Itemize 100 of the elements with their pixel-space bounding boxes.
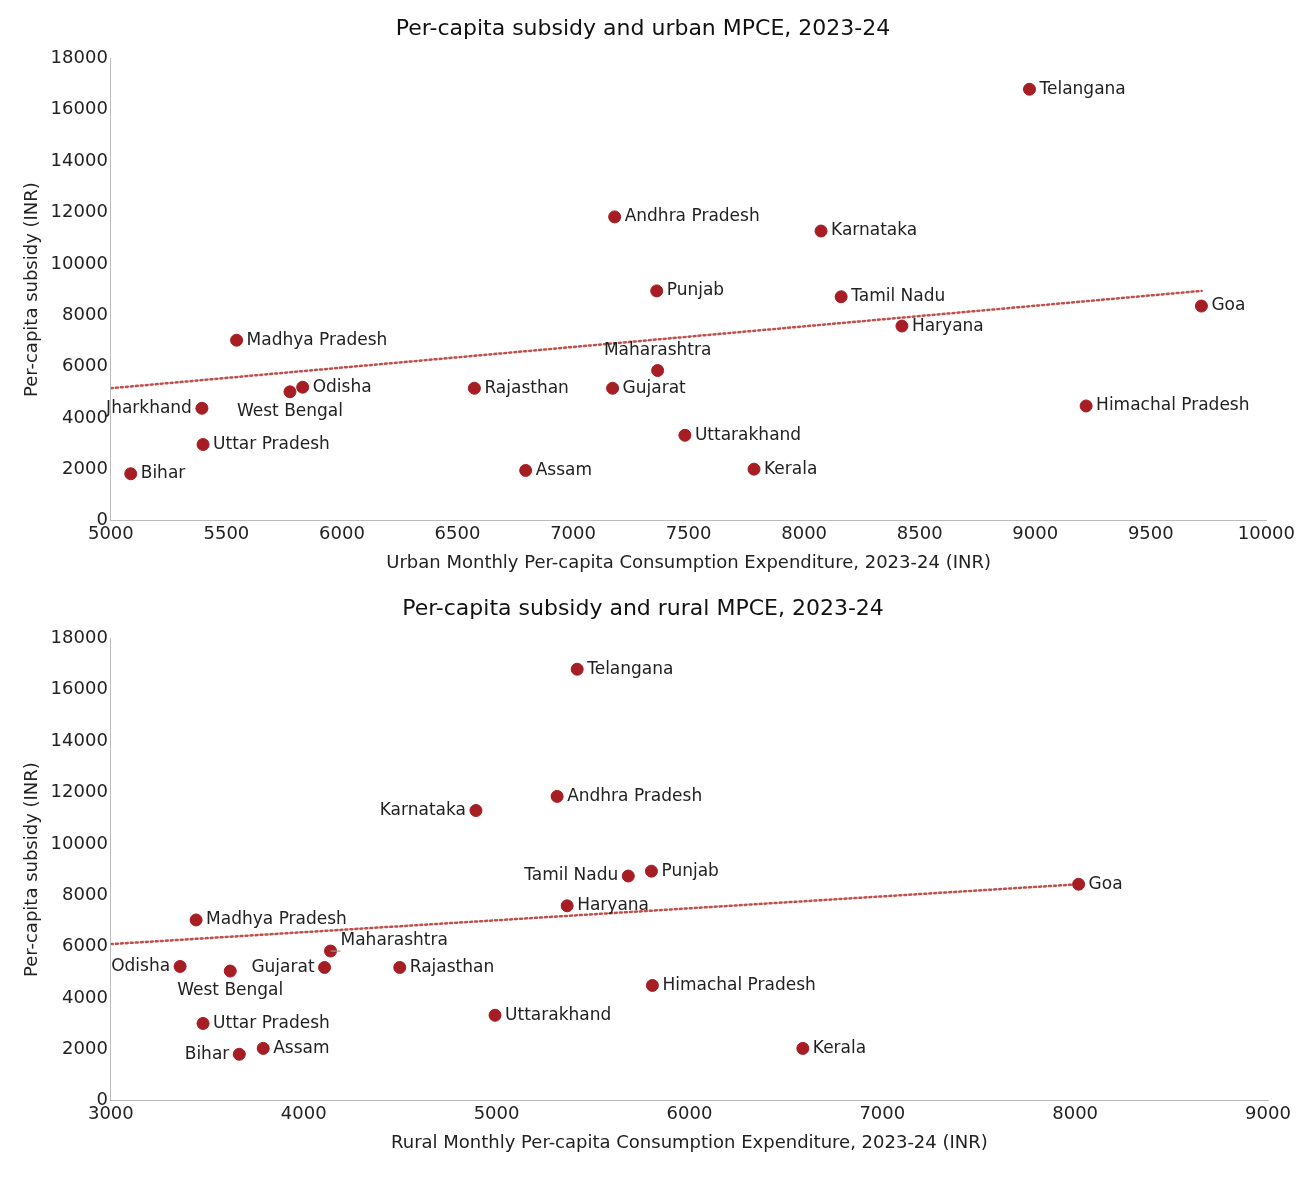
point [608, 210, 622, 224]
point [796, 1041, 810, 1055]
point [1194, 299, 1208, 313]
x-tick-label: 9500 [1127, 522, 1174, 544]
point [621, 869, 635, 883]
point [1079, 399, 1093, 413]
point [650, 284, 664, 298]
point [644, 864, 658, 878]
chart-title: Per-capita subsidy and urban MPCE, 2023-24 [395, 14, 891, 40]
x-tick-label: 9000 [1012, 522, 1059, 544]
annotation: Madhya Pradesh [246, 328, 388, 349]
y-tick-label: 18000 [50, 626, 108, 648]
x-tick-label: 5500 [203, 522, 250, 544]
y-tick-label: 14000 [50, 728, 108, 750]
point [606, 381, 620, 395]
y-axis-title: Per-capita subsidy (INR) [20, 182, 42, 398]
annotation: Bihar [140, 462, 186, 483]
annotation: Himachal Pradesh [1096, 394, 1250, 415]
y-tick-label: 10000 [50, 251, 108, 273]
point [1022, 82, 1036, 96]
annotation: Uttar Pradesh [213, 1011, 330, 1032]
annotation: Maharashtra [603, 338, 712, 359]
annotation: Kerala [764, 457, 818, 478]
point [678, 428, 692, 442]
point [232, 1047, 246, 1061]
point [283, 385, 297, 399]
annotation: Karnataka [379, 798, 466, 819]
x-tick-label: 6000 [666, 1102, 713, 1124]
annotation: Himachal Pradesh [662, 973, 816, 994]
point [230, 333, 244, 347]
annotation: Kerala [812, 1036, 867, 1057]
annotation: Punjab [661, 859, 719, 880]
x-tick-label: 9000 [1245, 1102, 1291, 1124]
y-tick-label: 4000 [62, 405, 108, 427]
y-tick-label: 6000 [62, 934, 108, 956]
point [651, 364, 665, 378]
point [196, 1016, 210, 1030]
annotation: Bihar [184, 1042, 230, 1063]
point [519, 463, 533, 477]
point [570, 662, 584, 676]
x-tick-label: 10000 [1237, 522, 1295, 544]
annotation: Tamil Nadu [523, 864, 619, 885]
point [645, 978, 659, 992]
y-tick-label: 16000 [50, 677, 108, 699]
annotation: Uttar Pradesh [213, 432, 330, 453]
annotation: Goa [1088, 872, 1123, 893]
point [814, 224, 828, 238]
y-tick-label: 2000 [62, 457, 108, 479]
point [195, 401, 209, 415]
annotation: Rajasthan [484, 376, 569, 397]
point [467, 381, 481, 395]
annotation: Punjab [666, 279, 725, 300]
point [550, 789, 564, 803]
point [256, 1041, 270, 1055]
point [189, 913, 203, 927]
annotation: Gujarat [251, 955, 315, 976]
x-axis-title: Urban Monthly Per-capita Consumption Expenditure, 2023-24 (INR) [386, 550, 991, 572]
annotation: Andhra Pradesh [624, 205, 760, 226]
annotation: Assam [273, 1036, 330, 1057]
x-tick-label: 8000 [1052, 1102, 1099, 1124]
point [393, 960, 407, 974]
annotation: Uttarakhand [505, 1003, 612, 1024]
y-tick-label: 14000 [50, 148, 108, 170]
y-tick-label: 16000 [50, 97, 108, 119]
annotation: Telangana [586, 657, 674, 678]
x-axis-title: Rural Monthly Per-capita Consumption Expenditure, 2023-24 (INR) [391, 1130, 988, 1152]
y-axis-title: Per-capita subsidy (INR) [20, 762, 42, 978]
x-tick-label: 6000 [319, 522, 365, 544]
point [173, 959, 187, 973]
annotation: Jharkhand [105, 396, 192, 417]
y-tick-label: 12000 [50, 780, 108, 802]
annotation: Karnataka [831, 219, 918, 240]
x-tick-label: 5000 [473, 1102, 520, 1124]
point [560, 899, 574, 913]
annotation: Assam [535, 458, 593, 479]
point [124, 467, 138, 481]
x-tick-label: 8000 [781, 522, 828, 544]
annotation: Rajasthan [409, 955, 495, 976]
point [834, 290, 848, 304]
annotation: Uttarakhand [694, 423, 802, 444]
point [469, 804, 483, 818]
annotation: Gujarat [622, 376, 687, 397]
x-tick-label: 6500 [434, 522, 481, 544]
annotation: West Bengal [236, 400, 343, 421]
annotation: Maharashtra [340, 929, 448, 950]
annotation: West Bengal [177, 979, 284, 1000]
x-tick-label: 8500 [896, 522, 943, 544]
point [196, 438, 210, 451]
point [296, 380, 310, 394]
annotation: Andhra Pradesh [567, 784, 703, 805]
annotation: Goa [1211, 294, 1246, 315]
annotation: Odisha [111, 954, 171, 975]
y-tick-label: 8000 [62, 882, 108, 904]
x-tick-label: 7000 [550, 522, 596, 544]
point [223, 964, 237, 978]
y-tick-label: 10000 [50, 831, 108, 853]
y-tick-label: 6000 [62, 354, 108, 376]
annotation: Madhya Pradesh [206, 908, 347, 929]
y-tick-label: 18000 [50, 46, 108, 68]
y-tick-label: 4000 [62, 985, 108, 1007]
